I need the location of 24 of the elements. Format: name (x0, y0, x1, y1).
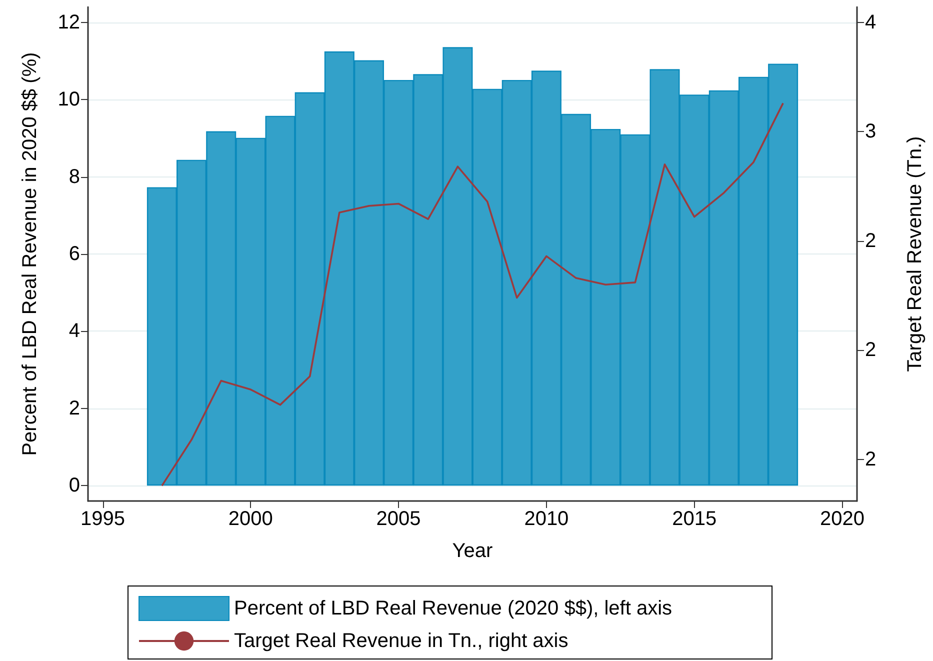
y-tick-label: 8 (68, 166, 80, 188)
x-tick-label: 1995 (80, 508, 126, 530)
y2-tick-label: 2 (865, 339, 876, 362)
legend-label: Percent of LBD Real Revenue (2020 $$), left axis (234, 598, 672, 620)
x-tick-label: 2005 (376, 508, 421, 530)
y-tick-label: 6 (68, 243, 80, 265)
y2-axis-title: Target Real Revenue (Tn.) (904, 136, 926, 372)
y2-tick-label: 4 (865, 11, 876, 34)
y-axis-title: Percent of LBD Real Revenue in 2020 $$ (%) (19, 52, 41, 456)
y-tick-label: 4 (68, 320, 80, 342)
y2-tick-label: 2 (865, 230, 876, 252)
y2-tick-label: 3 (865, 120, 876, 143)
x-tick-label: 2020 (820, 508, 864, 530)
y-tick-label: 12 (58, 11, 80, 34)
y-tick-label: 0 (68, 474, 80, 497)
y2-tick-label: 2 (865, 448, 876, 470)
line-series (161, 102, 784, 487)
legend-label: Target Real Revenue in Tn., right axis (234, 630, 568, 652)
y-tick-label: 2 (68, 397, 80, 420)
x-tick-label: 2015 (672, 508, 717, 530)
x-axis-title: Year (452, 540, 494, 562)
x-tick-label: 2010 (524, 508, 569, 530)
x-tick-label: 2000 (228, 508, 273, 530)
y-tick-label: 10 (58, 88, 80, 111)
